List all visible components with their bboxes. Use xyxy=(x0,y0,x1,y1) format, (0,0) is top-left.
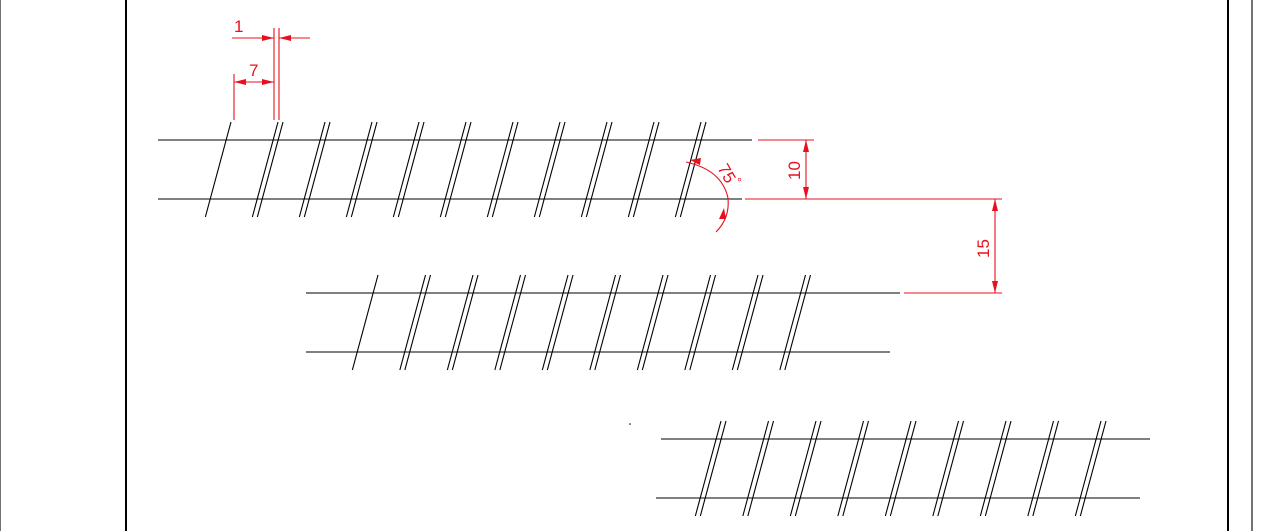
hatch-line xyxy=(679,121,707,218)
hatch-line xyxy=(494,274,522,371)
hatch-line xyxy=(784,274,812,371)
angle-arc xyxy=(685,161,729,233)
stray-point xyxy=(629,423,631,425)
angle-arrow-bottom xyxy=(719,208,726,219)
hatch-line xyxy=(541,274,569,371)
hatch-line xyxy=(984,420,1012,517)
hatch-line xyxy=(932,420,960,517)
band-spacing-dimension: 15 xyxy=(904,199,1002,294)
gap-dimension-label: 1 xyxy=(234,17,243,36)
hatch-line xyxy=(1027,420,1055,517)
hatch-line xyxy=(499,274,527,371)
hatch-line xyxy=(446,274,474,371)
hatch-line xyxy=(594,274,622,371)
hatch-line xyxy=(392,121,420,218)
hatch-line xyxy=(979,420,1007,517)
hatch-line xyxy=(884,420,912,517)
hatch-line xyxy=(694,420,722,517)
hatch-line xyxy=(636,274,664,371)
hatch-line xyxy=(699,420,727,517)
band-height-dimension: 10 xyxy=(745,139,1002,200)
hatch-line xyxy=(256,121,284,218)
band-height-label: 10 xyxy=(785,161,804,180)
hatch-line xyxy=(538,121,566,218)
angle-arrow-top xyxy=(690,158,701,165)
band-spacing-arrow-bottom xyxy=(992,281,998,293)
hatch-line xyxy=(937,420,965,517)
hatch-line xyxy=(684,274,712,371)
band-height-arrow-top xyxy=(803,140,809,152)
hatch-line xyxy=(491,121,519,218)
hatch-line xyxy=(404,274,432,371)
hatch-line xyxy=(689,274,717,371)
hatch-line xyxy=(444,121,472,218)
angle-dimension: 75° xyxy=(685,158,745,233)
hatch-line xyxy=(580,121,608,218)
hatch-line xyxy=(837,420,865,517)
gap-arrow-left xyxy=(262,35,274,41)
hatch-line xyxy=(731,274,759,371)
pitch-dimension: 7 xyxy=(233,61,274,120)
hatch-line xyxy=(204,121,232,218)
angle-label-group: 75° xyxy=(714,159,745,191)
hatch-line xyxy=(842,420,870,517)
hatch-line xyxy=(794,420,822,517)
hatched-band-3 xyxy=(656,420,1150,517)
hatch-line xyxy=(641,274,669,371)
hatch-line xyxy=(350,121,378,218)
hatch-line xyxy=(1074,420,1102,517)
pitch-arrow-right xyxy=(262,79,274,85)
hatch-line xyxy=(589,274,617,371)
hatch-line xyxy=(1032,420,1060,517)
hatch-line xyxy=(345,121,373,218)
hatch-line xyxy=(399,274,427,371)
hatched-band-1 xyxy=(158,121,752,218)
band-spacing-arrow-top xyxy=(992,199,998,211)
hatch-line xyxy=(397,121,425,218)
hatched-band-2 xyxy=(306,274,900,371)
hatch-line xyxy=(789,420,817,517)
hatch-line xyxy=(439,121,467,218)
gap-arrow-right xyxy=(279,35,291,41)
hatch-line xyxy=(632,121,660,218)
hatch-line xyxy=(1079,420,1107,517)
hatch-line xyxy=(303,121,331,218)
hatch-line xyxy=(251,121,279,218)
drawing-frame xyxy=(0,0,1253,531)
hatch-line xyxy=(779,274,807,371)
hatch-line xyxy=(627,121,655,218)
hatch-line xyxy=(298,121,326,218)
hatch-line xyxy=(533,121,561,218)
hatch-line xyxy=(451,274,479,371)
hatch-line xyxy=(747,420,775,517)
gap-dimension: 1 xyxy=(232,17,310,120)
angle-degree-symbol: ° xyxy=(730,175,745,186)
hatch-line xyxy=(351,274,379,371)
hatch-line xyxy=(674,121,702,218)
hatch-line xyxy=(546,274,574,371)
pitch-dimension-label: 7 xyxy=(249,61,258,80)
hatch-line xyxy=(889,420,917,517)
band-spacing-label: 15 xyxy=(974,239,993,258)
hatch-line xyxy=(585,121,613,218)
angle-label: 75° xyxy=(714,159,745,191)
pitch-arrow-left xyxy=(234,79,246,85)
band-height-arrow-bottom xyxy=(803,187,809,199)
hatch-line xyxy=(736,274,764,371)
hatch-line xyxy=(742,420,770,517)
hatch-line xyxy=(486,121,514,218)
